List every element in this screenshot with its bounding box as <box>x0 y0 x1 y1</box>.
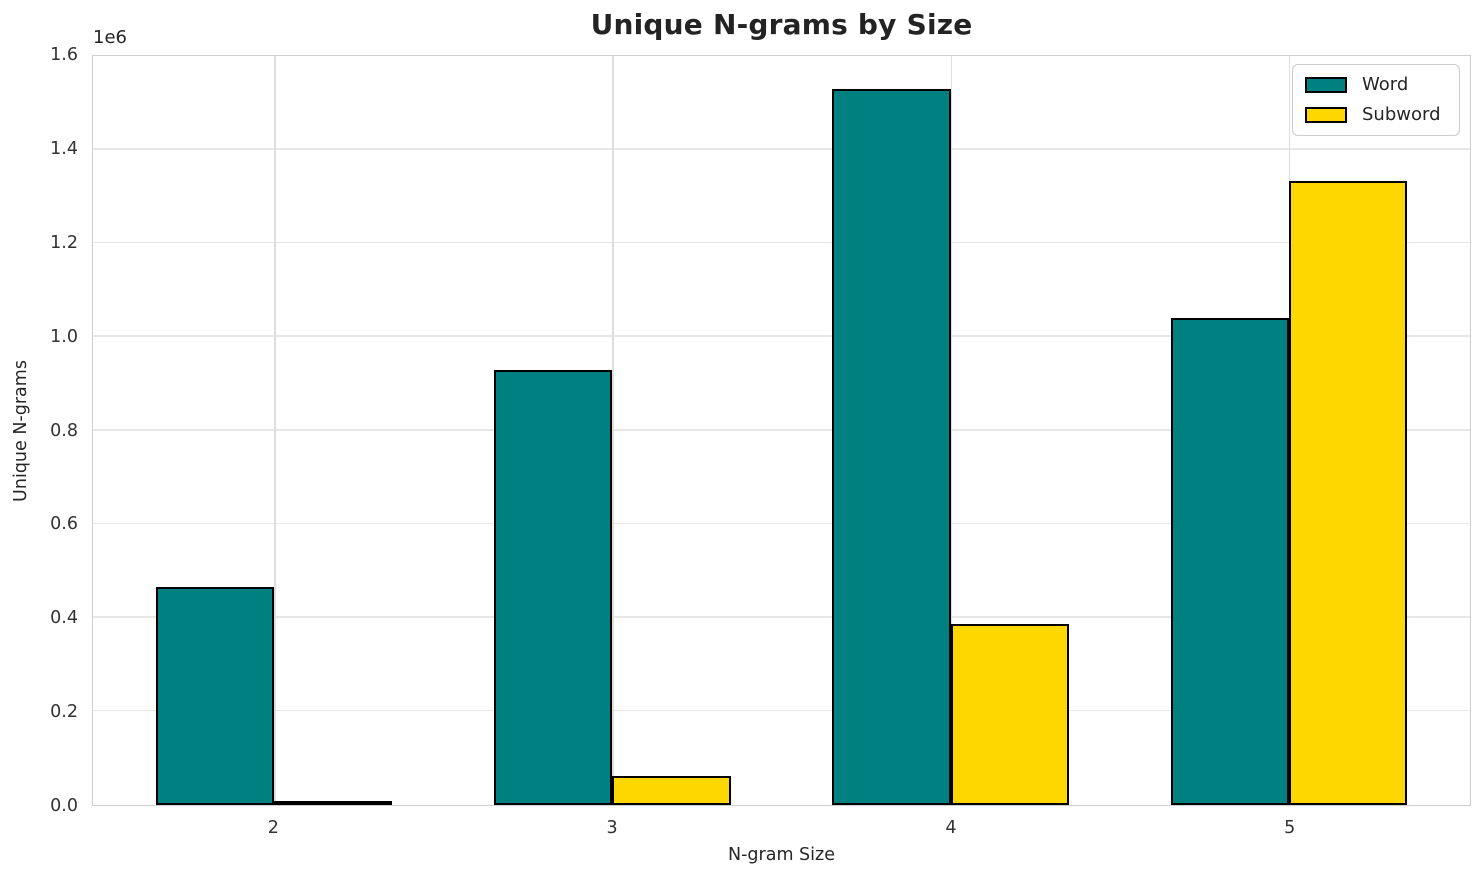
gridline-horizontal <box>93 616 1470 618</box>
x-tick-label: 3 <box>606 818 618 838</box>
y-tick-label: 1.4 <box>50 138 78 159</box>
plot-area <box>92 55 1471 806</box>
y-tick-label: 1.0 <box>50 326 78 347</box>
y-tick-label: 1.6 <box>50 45 78 65</box>
legend: Word Subword <box>1292 64 1460 136</box>
gridline-vertical <box>950 56 953 805</box>
x-tick-label: 5 <box>1284 818 1296 838</box>
bar-word-4 <box>832 88 951 805</box>
x-tick-label: 4 <box>945 818 957 838</box>
x-axis-label: N-gram Size <box>728 845 835 865</box>
legend-label-word: Word <box>1362 74 1409 95</box>
gridline-horizontal <box>93 335 1470 337</box>
y-tick-label: 0.4 <box>50 608 78 629</box>
chart-title: Unique N-grams by Size <box>590 8 973 41</box>
bar-subword-4 <box>950 624 1070 805</box>
legend-item-subword: Subword <box>1305 104 1447 126</box>
gridline-horizontal <box>93 429 1470 431</box>
gridline-vertical <box>612 56 614 805</box>
bar-word-5 <box>1170 318 1289 805</box>
legend-item-word: Word <box>1305 74 1447 96</box>
gridline-vertical <box>274 56 276 805</box>
y-axis-offset-label: 1e6 <box>93 27 127 48</box>
bar-subword-2 <box>274 800 393 805</box>
y-tick-label: 0.0 <box>50 796 78 816</box>
y-tick-label: 1.2 <box>50 232 78 253</box>
x-tick-label: 2 <box>267 818 279 838</box>
gridline-horizontal <box>93 148 1470 150</box>
y-tick-label: 0.2 <box>50 702 78 723</box>
legend-swatch-subword <box>1305 107 1347 123</box>
bar-word-2 <box>155 587 274 805</box>
legend-label-subword: Subword <box>1362 104 1441 125</box>
y-tick-label: 0.8 <box>50 420 78 441</box>
gridline-horizontal <box>93 522 1470 525</box>
gridline-horizontal <box>93 709 1470 712</box>
bar-word-3 <box>493 369 613 805</box>
legend-swatch-word <box>1305 77 1347 93</box>
gridline-horizontal <box>93 241 1470 244</box>
bar-subword-5 <box>1288 181 1408 805</box>
bar-subword-3 <box>612 775 731 805</box>
y-tick-label: 0.6 <box>50 514 78 535</box>
